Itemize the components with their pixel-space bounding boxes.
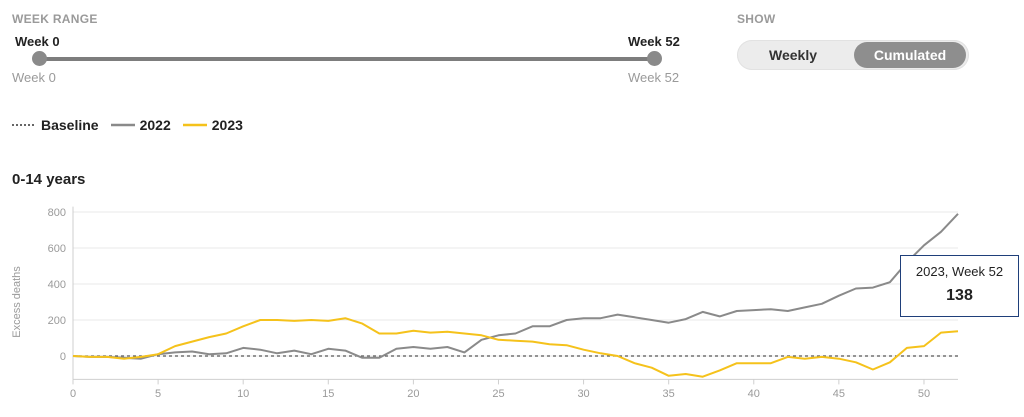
x-tick-label: 25 xyxy=(492,388,504,400)
week-range-slider[interactable]: Week 0 Week 52 Week 0 Week 52 xyxy=(12,34,692,88)
x-tick-label: 5 xyxy=(155,388,161,400)
x-tick-label: 15 xyxy=(322,388,334,400)
y-tick-label: 600 xyxy=(48,243,66,255)
y-tick-label: 800 xyxy=(48,207,66,219)
slider-end-label: Week 52 xyxy=(628,34,680,49)
week-range-label: WEEK RANGE xyxy=(12,12,98,26)
series-2023-line xyxy=(72,317,959,378)
tooltip-header: 2023, Week 52 xyxy=(915,264,1004,279)
cumulated-option[interactable]: Cumulated xyxy=(854,42,966,68)
excess-deaths-chart[interactable]: 0 200 400 600 800 0 5 10 15 20 25 30 35 40 45 50 Excess … xyxy=(0,195,1024,417)
slider-end-handle[interactable] xyxy=(647,51,662,66)
x-tick-label: 40 xyxy=(748,388,760,400)
slider-end-value: Week 52 xyxy=(628,70,680,85)
baseline-swatch-icon xyxy=(12,124,36,126)
legend-2023[interactable]: 2023 xyxy=(182,117,243,133)
y-tick-label: 200 xyxy=(48,315,66,327)
x-tick-label: 0 xyxy=(70,388,76,400)
x-tick-label: 10 xyxy=(237,388,249,400)
series-2022-line xyxy=(72,213,959,360)
slider-start-label: Week 0 xyxy=(15,34,60,49)
x-tick-label: 50 xyxy=(918,388,930,400)
legend-2022[interactable]: 2022 xyxy=(110,117,171,133)
slider-start-handle[interactable] xyxy=(32,51,47,66)
y-axis-label: Excess deaths xyxy=(11,266,23,338)
legend-baseline[interactable]: Baseline xyxy=(12,117,99,133)
legend-baseline-label: Baseline xyxy=(41,117,99,133)
show-toggle[interactable]: Weekly Cumulated xyxy=(737,40,969,70)
x-tick-label: 35 xyxy=(663,388,675,400)
legend-2023-label: 2023 xyxy=(211,117,243,133)
chart-legend: Baseline 2022 2023 xyxy=(12,117,255,133)
y-tick-label: 400 xyxy=(48,279,66,291)
legend-2022-label: 2022 xyxy=(139,117,171,133)
slider-start-value: Week 0 xyxy=(12,70,56,85)
show-label: SHOW xyxy=(737,12,776,26)
x-tick-label: 20 xyxy=(407,388,419,400)
chart-title: 0-14 years xyxy=(12,171,86,188)
x-tick-label: 30 xyxy=(577,388,589,400)
slider-track[interactable] xyxy=(39,57,654,61)
x-tick-label: 45 xyxy=(833,388,845,400)
series-2022-swatch-icon xyxy=(110,123,135,127)
y-tick-label: 0 xyxy=(60,351,66,363)
tooltip-value: 138 xyxy=(946,287,973,304)
series-2023-swatch-icon xyxy=(182,123,207,127)
weekly-option[interactable]: Weekly xyxy=(769,47,817,63)
data-tooltip: 2023, Week 52 138 xyxy=(900,255,1019,317)
